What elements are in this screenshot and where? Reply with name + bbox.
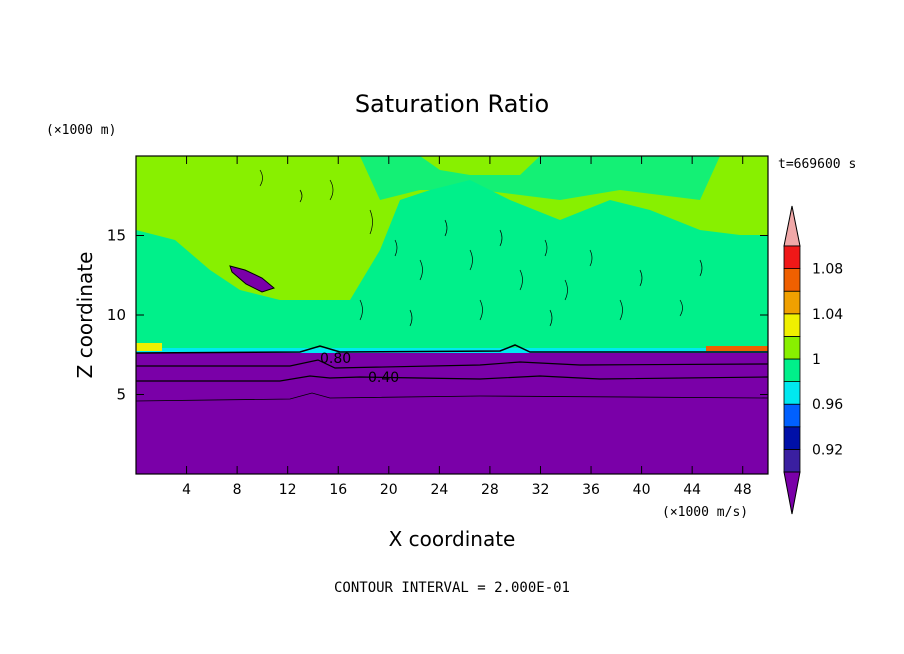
x-tick-label: 24 — [430, 482, 448, 498]
y-tick-label: 10 — [107, 306, 126, 324]
saturated-upper-patch — [360, 156, 720, 200]
x-tick-label: 8 — [233, 482, 242, 498]
colorbar-swatch — [783, 268, 801, 292]
orange-strip-right — [706, 346, 768, 351]
colorbar-label: 0.96 — [812, 397, 843, 413]
y-unit-label: (×1000 m) — [46, 123, 116, 138]
colorbar-swatch — [783, 245, 801, 270]
colorbar-swatch — [783, 381, 801, 405]
x-tick-label: 20 — [380, 482, 398, 498]
colorbar-swatch — [783, 313, 801, 337]
dry-patch — [229, 265, 276, 293]
x-tick-label: 44 — [683, 482, 701, 498]
y-tick-label: 15 — [107, 227, 126, 245]
time-label: t=669600 s — [778, 157, 856, 172]
colorbar-swatch — [783, 335, 801, 360]
dry-lower-layer — [136, 353, 768, 474]
contour-line-040 — [136, 375, 768, 382]
x-tick-label: 28 — [481, 482, 499, 498]
x-tick-label: 12 — [279, 482, 297, 498]
contour-label-080: 0.80 — [320, 351, 351, 367]
colorbar-label: 1.08 — [812, 262, 843, 278]
colorbar-label: 1.04 — [812, 307, 843, 323]
yellow-strip-left — [136, 343, 162, 351]
y-axis: 5 10 15 — [107, 227, 768, 404]
x-tick-label: 16 — [329, 482, 347, 498]
chart-title: Saturation Ratio — [355, 90, 549, 118]
colorbar-label: 0.92 — [812, 442, 843, 458]
colorbar-swatch — [783, 358, 801, 383]
contour-interval-footer: CONTOUR INTERVAL = 2.000E-01 — [334, 580, 570, 596]
colorbar-swatch — [783, 403, 801, 428]
x-axis-label: X coordinate — [389, 527, 516, 551]
colorbar-swatch — [783, 426, 801, 450]
plot-area — [136, 156, 768, 474]
contour-label-040: 0.40 — [368, 370, 399, 386]
saturated-region — [136, 180, 768, 356]
colorbar-extend-max — [783, 205, 801, 247]
x-tick-label: 36 — [582, 482, 600, 498]
x-tick-label: 32 — [532, 482, 550, 498]
colorbar: 0.92 0.96 1 1.04 1.08 — [783, 205, 843, 515]
contour-line-top — [136, 344, 768, 354]
y-axis-label: Z coordinate — [73, 252, 97, 379]
contour-line-080 — [136, 359, 768, 369]
colorbar-swatch — [783, 448, 801, 473]
x-tick-label: 4 — [182, 482, 191, 498]
y-tick-label: 5 — [116, 386, 126, 404]
colorbar-label: 1 — [812, 352, 821, 368]
colorbar-swatch — [783, 290, 801, 315]
x-unit-label: (×1000 m/s) — [662, 505, 748, 520]
colorbar-extend-min — [783, 471, 801, 515]
contour-speckles — [259, 169, 703, 327]
x-tick-label: 40 — [633, 482, 651, 498]
x-tick-label: 48 — [734, 482, 752, 498]
x-axis: 4 8 12 16 20 24 28 32 36 40 44 48 — [182, 156, 752, 498]
contour-line-low — [136, 392, 768, 402]
